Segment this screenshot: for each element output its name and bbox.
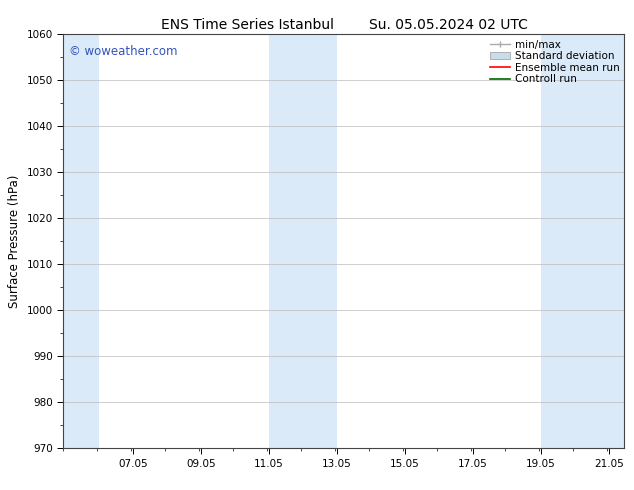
Bar bbox=[269, 34, 337, 448]
Bar bbox=[541, 34, 624, 448]
Bar bbox=[63, 34, 99, 448]
Text: © woweather.com: © woweather.com bbox=[69, 45, 178, 58]
Title: ENS Time Series Istanbul        Su. 05.05.2024 02 UTC: ENS Time Series Istanbul Su. 05.05.2024 … bbox=[160, 18, 527, 32]
Legend: min/max, Standard deviation, Ensemble mean run, Controll run: min/max, Standard deviation, Ensemble me… bbox=[486, 36, 623, 87]
Y-axis label: Surface Pressure (hPa): Surface Pressure (hPa) bbox=[8, 174, 21, 308]
